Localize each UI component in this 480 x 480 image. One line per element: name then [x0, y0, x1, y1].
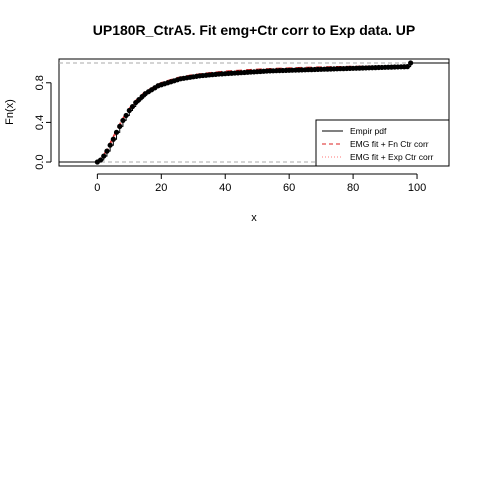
- y-tick-label-1: 0.4: [34, 115, 46, 130]
- x-tick-label-0: 0: [94, 182, 100, 194]
- empirical-point-2: [101, 153, 107, 159]
- x-axis: 0 20 40 60 80 100: [94, 173, 426, 194]
- y-axis-label: Fn(x): [4, 99, 16, 125]
- empirical-point-9: [123, 112, 129, 119]
- empirical-point-97: [404, 64, 411, 70]
- x-tick-label-3: 60: [283, 182, 295, 194]
- empirical-point-10: [126, 107, 132, 114]
- empirical-point-11: [129, 103, 136, 110]
- legend-label-fn-ctr: EMG fit + Fn Ctr corr: [350, 139, 429, 149]
- chart-title: UP180R_CtrA5. Fit emg+Ctr corr to Exp da…: [93, 22, 415, 38]
- y-axis: 0.0 0.4 0.8: [34, 75, 52, 170]
- empirical-point-8: [120, 117, 126, 124]
- empirical-point-6: [113, 129, 120, 135]
- empirical-point-98: [408, 60, 414, 66]
- y-tick-label-0: 0.0: [34, 154, 46, 169]
- empirical-point-1: [97, 157, 104, 163]
- empirical-point-7: [117, 123, 123, 129]
- legend-label-exp-ctr: EMG fit + Exp Ctr corr: [350, 152, 434, 162]
- x-tick-label-2: 40: [219, 182, 231, 194]
- x-tick-label-1: 20: [155, 182, 167, 194]
- y-tick-label-2: 0.8: [34, 75, 46, 90]
- empirical-point-3: [104, 148, 110, 154]
- x-axis-label: x: [251, 212, 257, 224]
- legend: Empir pdf EMG fit + Fn Ctr corr EMG fit …: [315, 119, 450, 167]
- legend-label-empirical: Empir pdf: [350, 126, 387, 136]
- series-layer: [59, 60, 449, 165]
- empirical-point-5: [110, 136, 116, 142]
- legend-box: [315, 119, 450, 167]
- x-tick-label-5: 100: [408, 182, 426, 194]
- plot-frame: [58, 58, 450, 167]
- x-tick-label-4: 80: [347, 182, 359, 194]
- empirical-point-4: [107, 142, 113, 148]
